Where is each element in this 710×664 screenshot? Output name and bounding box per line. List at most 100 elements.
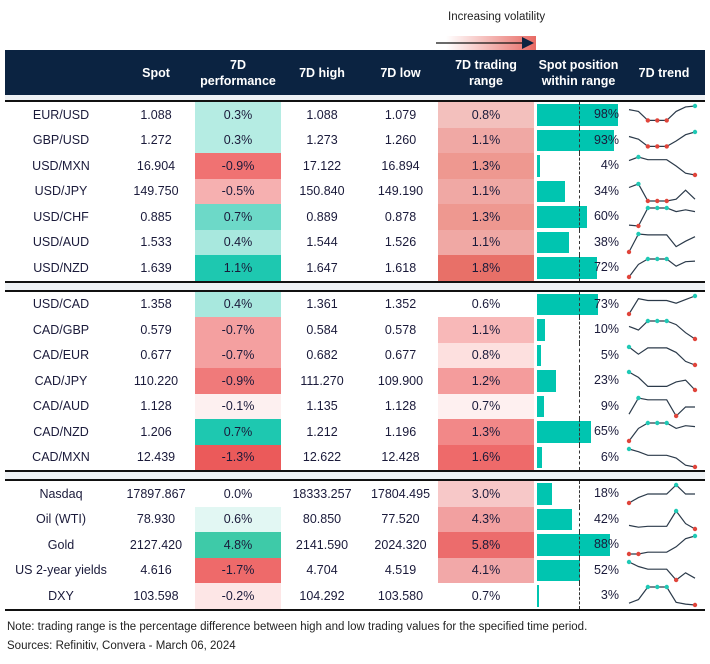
trend-cell <box>623 100 705 128</box>
footnote: Note: trading range is the percentage di… <box>7 621 588 633</box>
trend-min-marker <box>692 526 698 531</box>
high-value: 2141.590 <box>295 537 349 552</box>
position-bar <box>537 206 587 228</box>
spot-position-cell: 42% <box>534 506 623 532</box>
instrument-name: CAD/EUR <box>32 348 90 363</box>
trend-min-marker <box>655 118 660 123</box>
high-value: 18333.257 <box>292 486 352 501</box>
trend-max-marker <box>692 293 698 298</box>
trend-min-marker <box>655 143 660 149</box>
trend-max-marker <box>626 446 632 451</box>
table-row: CAD/JPY 110.220 -0.9% 111.270 109.900 1.2% 23% <box>5 368 705 394</box>
low-value: 2024.320 <box>374 537 427 552</box>
spot-position-cell: 9% <box>534 393 623 419</box>
spot-position-cell: 38% <box>534 229 623 255</box>
high-value: 1.647 <box>306 260 338 275</box>
position-value: 9% <box>600 398 619 413</box>
low-value: 4.519 <box>384 563 417 578</box>
table-row: CAD/GBP 0.579 -0.7% 0.584 0.578 1.1% 10% <box>5 317 705 343</box>
position-value: 52% <box>593 562 619 577</box>
position-bar <box>537 370 557 392</box>
table-row: Oil (WTI) 78.930 0.6% 80.850 77.520 4.3% 42% <box>5 506 705 533</box>
performance-value: 0.7% <box>195 419 281 445</box>
low-value: 16.894 <box>381 158 420 173</box>
instrument-name: CAD/AUD <box>32 399 90 414</box>
spot-value: 12.439 <box>136 450 176 465</box>
position-bar <box>537 585 540 607</box>
position-bar <box>537 395 545 417</box>
high-value: 0.889 <box>306 209 338 224</box>
legend-label: Increasing volatility <box>448 11 546 23</box>
trend-cell <box>623 204 705 230</box>
high-value: 0.584 <box>306 322 338 337</box>
trend-cell <box>623 445 705 472</box>
position-bar <box>537 483 552 505</box>
trading-range-value: 1.8% <box>438 255 534 282</box>
trend-sparkline <box>628 155 698 178</box>
position-bar <box>537 534 611 556</box>
trend-cell <box>623 317 705 343</box>
header-instrument <box>5 50 117 95</box>
trend-sparkline <box>626 344 698 367</box>
trading-range-value: 1.6% <box>438 444 534 471</box>
trend-max-marker <box>645 206 651 211</box>
table-row: CAD/NZD 1.206 0.7% 1.212 1.196 1.3% 65% <box>5 419 705 445</box>
trading-range-value: 5.8% <box>438 532 534 558</box>
trend-min-marker <box>626 501 632 506</box>
header-7d-trend: 7D trend <box>623 50 705 95</box>
high-value: 1.361 <box>306 297 338 312</box>
table-row: Nasdaq 17897.867 0.0% 18333.257 17804.495 3.0… <box>5 480 705 507</box>
position-bar <box>537 421 591 443</box>
high-value: 1.273 <box>306 133 338 148</box>
header-7d-low: 7D low <box>363 50 438 95</box>
trading-range-value: 1.1% <box>438 127 534 153</box>
trend-max-marker <box>655 585 660 590</box>
instrument-name: USD/NZD <box>33 260 89 275</box>
trend-max-marker <box>636 181 641 186</box>
trend-cell <box>623 179 705 205</box>
table-row: CAD/AUD 1.128 -0.1% 1.135 1.128 0.7% 9% <box>5 393 705 419</box>
position-value: 88% <box>593 537 619 551</box>
performance-value: -0.9% <box>195 153 281 179</box>
trend-max-marker <box>664 319 669 324</box>
trend-sparkline <box>628 395 695 418</box>
position-value: 42% <box>593 511 619 526</box>
instrument-name: Gold <box>47 537 75 552</box>
position-value: 6% <box>600 449 619 464</box>
high-value: 1.135 <box>306 399 338 414</box>
spot-position-cell: 6% <box>534 444 623 472</box>
trend-max-marker <box>655 319 660 324</box>
spot-position-cell: 98% <box>534 100 623 128</box>
table-row: USD/NZD 1.639 1.1% 1.647 1.618 1.8% 72% <box>5 255 705 282</box>
trend-cell <box>623 230 705 256</box>
position-value: 3% <box>600 588 619 602</box>
trend-cell <box>623 507 705 533</box>
trading-range-value: 1.3% <box>438 153 534 179</box>
instrument-name: USD/AUD <box>32 235 90 250</box>
position-value: 10% <box>593 322 619 336</box>
trend-min-marker <box>645 198 651 203</box>
performance-value: 0.3% <box>195 127 281 153</box>
trend-cell <box>623 480 705 507</box>
table-row: USD/AUD 1.533 0.4% 1.544 1.526 1.1% 38% <box>5 229 705 256</box>
trend-sparkline <box>626 559 696 582</box>
trend-max-marker <box>636 395 641 400</box>
spot-value: 103.598 <box>133 588 179 603</box>
trend-cell <box>623 291 705 318</box>
midpoint-line <box>579 506 580 532</box>
performance-value: -1.7% <box>195 557 281 583</box>
position-bar <box>537 559 581 581</box>
trend-max-marker <box>664 257 669 262</box>
header-spacer <box>5 95 705 101</box>
position-bar <box>537 319 546 341</box>
midpoint-line <box>579 102 580 128</box>
position-value: 38% <box>593 234 619 249</box>
midpoint-line <box>579 317 580 343</box>
trend-max-marker <box>655 206 660 211</box>
spot-value: 1.206 <box>140 424 172 439</box>
trend-min-marker <box>626 311 632 316</box>
low-value: 109.900 <box>377 373 424 388</box>
low-value: 1.079 <box>363 100 438 128</box>
trend-min-marker <box>692 362 698 367</box>
performance-value: 0.4% <box>195 290 281 317</box>
